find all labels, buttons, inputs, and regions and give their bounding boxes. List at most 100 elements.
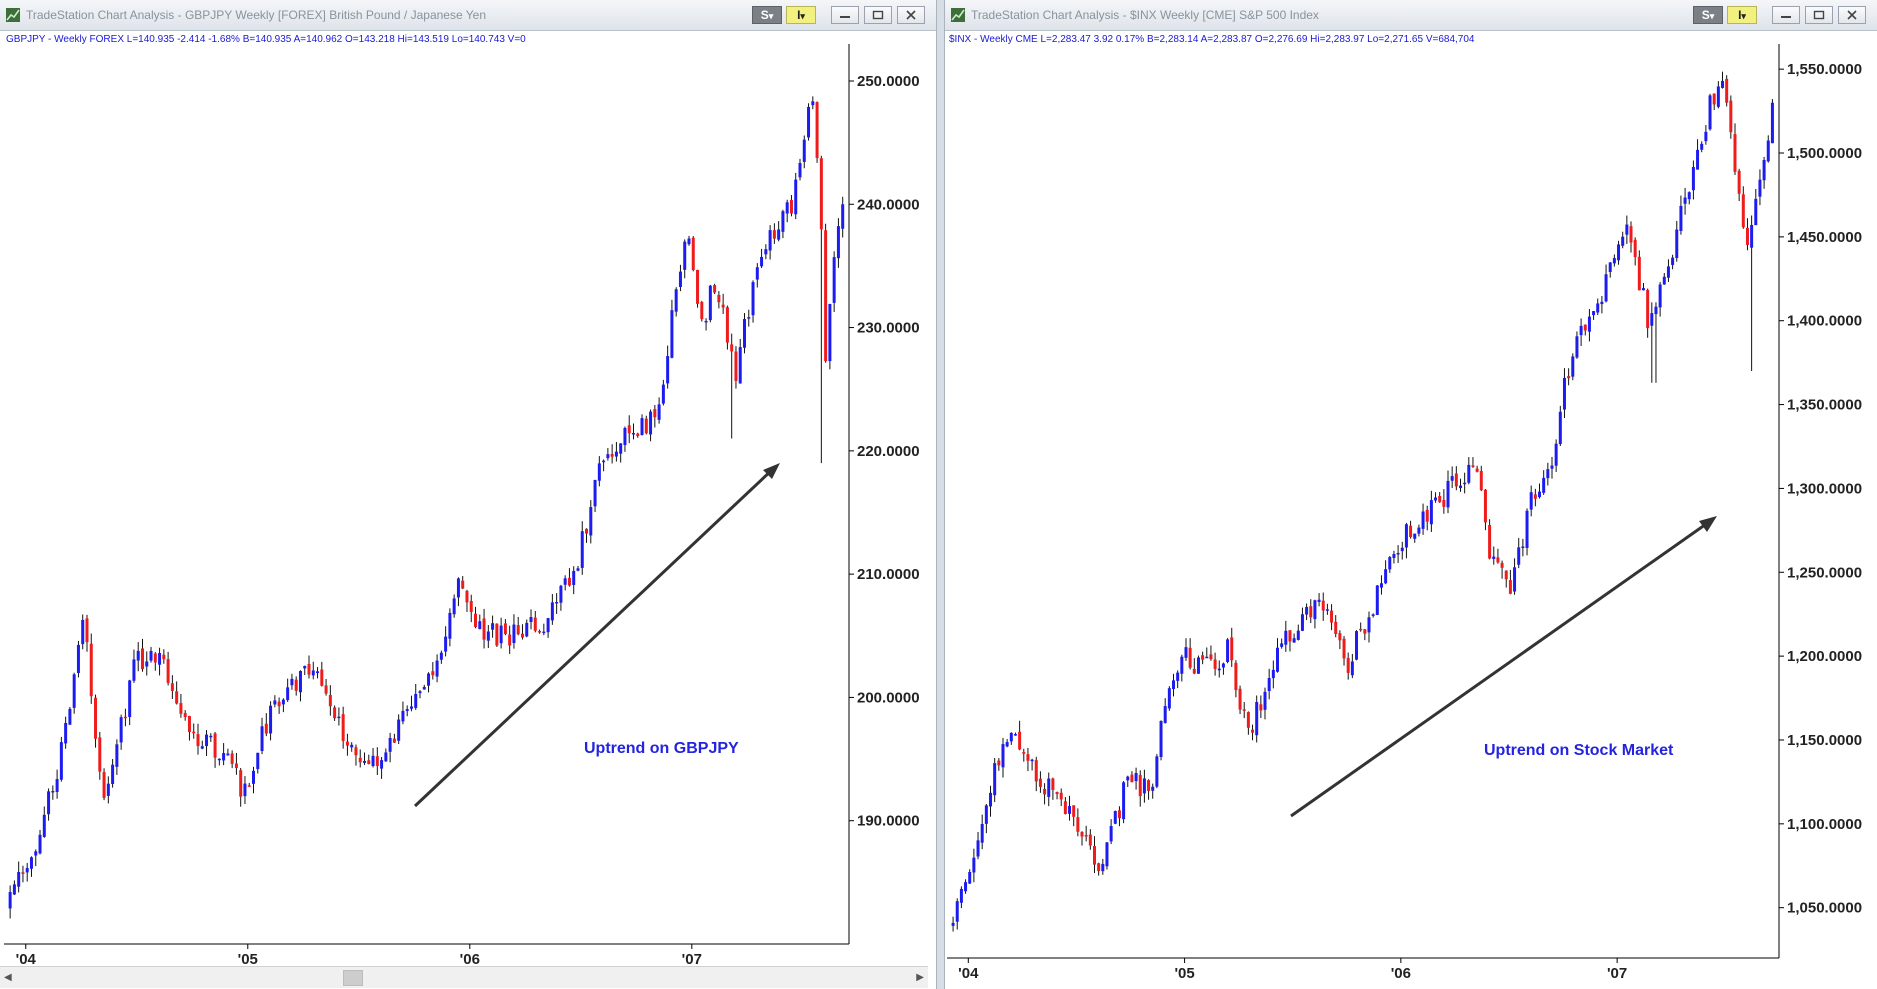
price-bar [251,766,255,794]
price-bar [1284,620,1288,652]
right-minimize-button[interactable] [1772,6,1800,24]
price-bar [1330,604,1334,631]
left-maximize-button[interactable] [864,6,892,24]
left-strategy-button[interactable]: S▾ [752,6,782,24]
price-bar [1234,660,1238,698]
price-bar [1221,662,1225,675]
price-bar [1421,503,1425,535]
price-bar [533,611,537,633]
price-bar [1375,585,1379,616]
price-bar [307,655,311,679]
price-bar [1192,658,1196,675]
price-bar [324,678,328,696]
price-bar [951,916,955,932]
price-bar [469,594,473,623]
price-bar [1587,309,1591,342]
price-bar [405,705,409,717]
right-maximize-button[interactable] [1805,6,1833,24]
minimize-icon [840,16,850,18]
maximize-icon [872,10,884,20]
price-bar [1413,533,1417,543]
price-bar [1633,237,1637,266]
price-bar [158,647,162,676]
left-minimize-button[interactable] [831,6,859,24]
price-bar [1363,628,1367,641]
price-bar [832,251,836,312]
price-bar [1504,570,1508,588]
price-bar [704,318,708,331]
price-bar [68,706,72,725]
left-horizontal-scrollbar[interactable]: ◀ ▶ [0,966,928,988]
price-bar [209,733,213,742]
price-bar [597,456,601,487]
right-strategy-button[interactable]: S▾ [1693,6,1723,24]
price-bar [1400,541,1404,560]
x-tick-label: '04 [958,965,979,982]
price-bar [1467,457,1471,485]
y-tick-label: 240.0000 [857,196,920,213]
price-bar [1471,457,1475,468]
price-bar [1737,168,1741,202]
price-bar [277,697,281,714]
price-bar [106,776,110,804]
price-bar [670,299,674,359]
price-bar [713,283,717,294]
price-bar [1392,550,1396,564]
left-indicator-button[interactable]: I▾ [786,6,816,24]
price-bar [363,752,367,765]
price-bar [1305,603,1309,621]
price-bar [1579,318,1583,346]
price-bar [984,803,988,834]
price-bar [964,879,968,894]
price-bar [427,672,431,693]
price-bar [1550,456,1554,479]
price-bar [341,706,345,749]
price-bar [59,736,63,782]
right-indicator-button[interactable]: I▾ [1727,6,1757,24]
price-bar [1571,353,1575,381]
price-bar [1729,95,1733,139]
scroll-left-icon[interactable]: ◀ [4,972,12,983]
price-bar [1217,660,1221,678]
price-bar [1700,141,1704,153]
scroll-right-icon[interactable]: ▶ [916,972,924,983]
price-bar [1496,548,1500,564]
y-tick-label: 230.0000 [857,320,920,337]
scroll-thumb[interactable] [343,970,363,986]
price-bar [328,685,332,716]
price-bar [1741,186,1745,229]
right-plot-area[interactable]: $INX - Weekly CME L=2,283.47 3.92 0.17% … [945,30,1877,989]
price-bar [691,236,695,272]
price-bar [25,862,29,882]
price-bar [431,662,435,680]
left-indicator-label: I [797,8,801,22]
window-divider[interactable] [937,0,944,989]
price-bar [1205,647,1209,659]
price-bar [1309,599,1313,624]
price-bar [388,732,392,763]
y-tick-label: 190.0000 [857,813,920,830]
left-uptrend-arrow-head [763,463,780,479]
price-bar [1130,771,1134,783]
price-bar [1438,492,1442,503]
price-bar [345,733,349,756]
left-close-button[interactable] [897,6,925,24]
right-close-button[interactable] [1838,6,1866,24]
price-bar [674,287,678,317]
price-bar [1396,545,1400,564]
price-bar [1475,465,1479,473]
price-bar [1059,788,1063,807]
price-bar [1600,296,1604,314]
price-bar [452,594,456,618]
price-bar [1080,831,1084,846]
price-bar [1163,698,1167,724]
price-bar [358,749,362,768]
price-bar [354,744,358,766]
price-bar [798,158,802,181]
left-plot-area[interactable]: GBPJPY - Weekly FOREX L=140.935 -2.414 -… [0,30,936,966]
price-bar [666,345,670,389]
price-bar [456,577,460,607]
price-bar [1292,633,1296,643]
price-bar [1047,772,1051,807]
price-bar [1350,653,1354,679]
